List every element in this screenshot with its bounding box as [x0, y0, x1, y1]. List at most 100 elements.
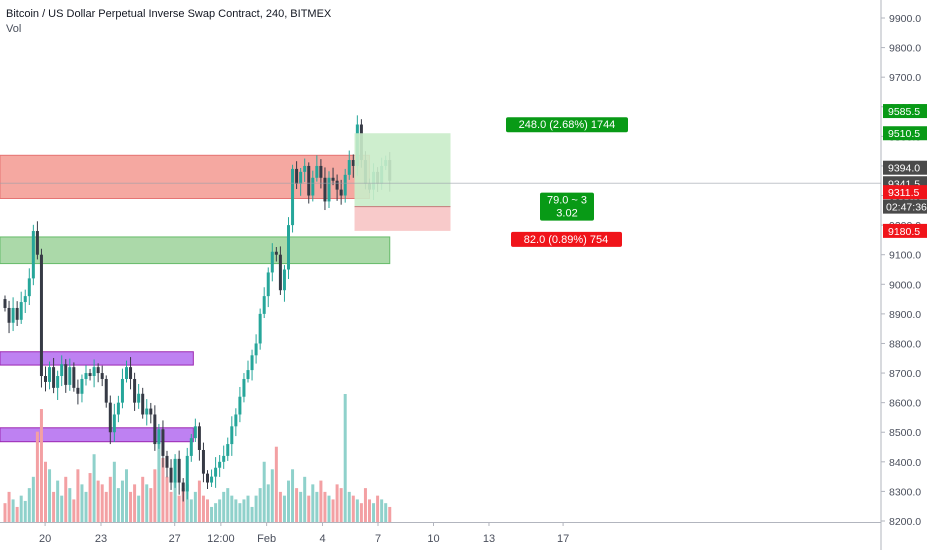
price-axis[interactable]: 9900.09800.09700.09600.09500.09400.09300…	[880, 0, 932, 550]
volume-bar	[351, 495, 355, 522]
volume-bar	[197, 480, 201, 522]
volume-bar	[125, 469, 128, 522]
candle-body	[52, 367, 56, 388]
price-badge-bg	[883, 104, 927, 119]
volume-bar	[238, 503, 242, 522]
candle-body	[161, 429, 165, 456]
candle-body	[307, 165, 311, 196]
volume-bar	[39, 409, 43, 522]
candle-body	[210, 476, 214, 483]
candle-body	[299, 171, 303, 184]
time-axis-bg	[0, 522, 881, 550]
candle-body	[201, 449, 205, 474]
position-profit-area[interactable]	[354, 133, 451, 207]
candle-body	[274, 251, 278, 255]
volume-bar	[108, 476, 112, 522]
candle-body	[19, 302, 23, 320]
volume-indicator-label[interactable]: Vol	[6, 23, 22, 35]
price-badge: 9180.5	[883, 223, 927, 238]
volume-bar	[173, 480, 177, 522]
candle-body	[177, 458, 181, 483]
candle-body	[76, 387, 80, 394]
volume-bar	[157, 439, 161, 522]
candle-body	[165, 455, 169, 468]
candle-body	[254, 343, 258, 356]
volume-bar	[258, 488, 262, 522]
volume-bar	[327, 495, 331, 522]
volume-bar	[116, 488, 120, 522]
volume-bar	[347, 491, 351, 522]
candle-body	[133, 378, 137, 403]
price-badge-bg	[883, 126, 927, 141]
candle-body	[343, 174, 347, 196]
time-tick-label: 4	[319, 533, 325, 545]
price-badges: 9585.59510.59394.09341.59311.59262.59180…	[883, 104, 927, 238]
volume-bar	[161, 458, 165, 522]
volume-bar	[315, 491, 319, 522]
volume-bar	[11, 499, 15, 522]
candle-body	[258, 313, 262, 344]
candle-body	[226, 444, 230, 456]
volume-bar	[181, 488, 185, 522]
volume-bar	[250, 506, 254, 522]
volume-bar	[331, 499, 335, 522]
volume-bar	[355, 499, 359, 522]
candle-body	[234, 414, 238, 427]
candle-body	[238, 396, 242, 415]
volume-bar	[193, 491, 197, 522]
volume-bar	[363, 488, 367, 522]
candle-body	[181, 482, 185, 492]
candle-body	[149, 408, 153, 415]
price-badge: 9394.0	[883, 160, 927, 175]
loss-badge-text: 82.0 (0.89%) 754	[524, 234, 608, 246]
price-tick-label: 8900.0	[889, 309, 921, 321]
price-tick-label: 8400.0	[889, 457, 921, 469]
volume-bar	[68, 488, 72, 522]
candle-body	[339, 189, 343, 196]
volume-bar	[104, 491, 108, 522]
zone-purple-2[interactable]	[0, 351, 194, 366]
zone-purple-3[interactable]	[0, 427, 194, 443]
candle-body	[331, 177, 335, 181]
volume-bar	[137, 495, 141, 522]
candle-body	[230, 426, 234, 445]
volume-bar	[222, 491, 226, 522]
price-axis-bg	[881, 0, 932, 550]
candle-body	[335, 180, 339, 190]
candle-body	[189, 438, 193, 456]
price-tick-label: 8800.0	[889, 338, 921, 350]
candle-body	[270, 251, 274, 273]
position-loss-area[interactable]	[354, 206, 451, 231]
volume-bar	[311, 484, 315, 522]
candle-body	[157, 429, 161, 445]
volume-bar	[368, 499, 371, 522]
volume-bar	[372, 503, 376, 522]
volume-bar	[295, 488, 299, 522]
time-tick-label: Feb	[257, 533, 276, 545]
candle-body	[112, 414, 116, 433]
volume-bar	[287, 480, 290, 522]
candle-body	[96, 367, 100, 374]
volume-bar	[335, 484, 339, 522]
volume-bar	[319, 480, 323, 522]
candle-body	[31, 231, 35, 279]
candle-body	[291, 168, 295, 226]
volume-bar	[185, 484, 189, 522]
volume-bar	[72, 499, 76, 522]
volume-bar	[262, 461, 266, 522]
zone-support-1[interactable]	[0, 236, 391, 265]
price-badge-text: 9180.5	[888, 226, 920, 238]
volume-bar	[201, 495, 205, 522]
candle-body	[282, 269, 286, 291]
candle-body	[173, 458, 177, 483]
time-axis[interactable]: 20 23 27 12:00 Feb 4 7 10 13 17	[0, 522, 881, 550]
price-tick-label: 8200.0	[889, 516, 921, 528]
price-badge-text: 9394.0	[888, 163, 920, 175]
candle-body	[347, 160, 351, 175]
price-tick-label: 9000.0	[889, 279, 921, 291]
position-tool[interactable]: 248.0 (2.68%) 1744 82.0 (0.89%) 754 79.0 ~…	[354, 117, 628, 247]
candle-body	[48, 367, 52, 382]
candle-body	[278, 254, 282, 291]
position-loss-badge: 82.0 (0.89%) 754	[511, 231, 622, 247]
